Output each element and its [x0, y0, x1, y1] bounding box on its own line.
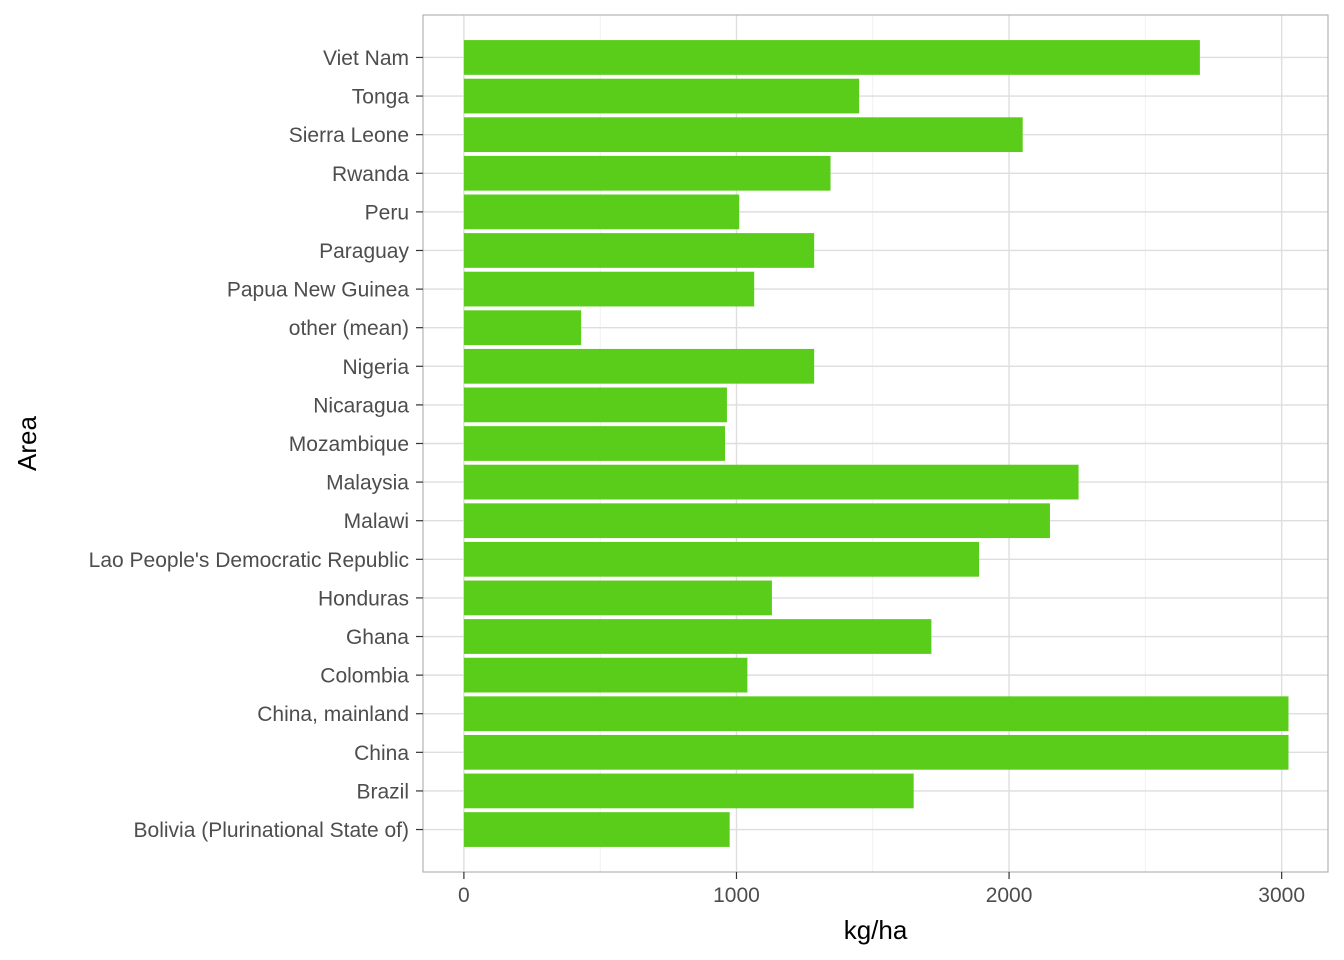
bar — [463, 464, 1079, 500]
bar — [463, 194, 740, 230]
y-tick-label: Rwanda — [332, 163, 409, 186]
bar — [463, 117, 1023, 153]
x-tick-label: 1000 — [713, 884, 760, 907]
y-tick-label: Honduras — [318, 587, 409, 610]
bar — [463, 734, 1289, 770]
bar — [463, 503, 1050, 539]
x-axis: 0 1000 2000 3000 — [458, 872, 1305, 907]
y-axis: Viet Nam Tonga Sierra Leone Rwanda Peru Parag… — [89, 47, 423, 842]
bar — [463, 696, 1289, 732]
bar — [463, 310, 582, 346]
x-axis-title: kg/ha — [844, 915, 908, 945]
bar — [463, 155, 831, 191]
bar — [463, 78, 860, 114]
bars — [463, 40, 1289, 847]
y-tick-label: China, mainland — [257, 703, 409, 726]
bar — [463, 387, 727, 423]
y-tick-label: Nicaragua — [313, 394, 409, 417]
bar — [463, 580, 772, 616]
y-tick-label: Papua New Guinea — [227, 279, 409, 302]
bar — [463, 812, 730, 847]
y-tick-label: Malawi — [344, 510, 409, 533]
y-tick-label: Viet Nam — [323, 47, 409, 70]
y-tick-label: Paraguay — [319, 240, 409, 263]
x-tick-label: 2000 — [986, 884, 1033, 907]
bar — [463, 40, 1200, 75]
bar — [463, 233, 815, 268]
y-tick-label: Peru — [365, 201, 409, 224]
bar — [463, 773, 914, 809]
y-tick-label: Malaysia — [326, 472, 409, 495]
y-tick-label: Ghana — [346, 626, 409, 649]
y-tick-label: other (mean) — [289, 317, 409, 340]
bar — [463, 541, 980, 577]
bar — [463, 657, 748, 693]
x-tick-label: 0 — [458, 884, 470, 907]
y-tick-label: Bolivia (Plurinational State of) — [134, 819, 409, 842]
bar — [463, 348, 815, 384]
x-tick-label: 3000 — [1258, 884, 1305, 907]
bar — [463, 271, 755, 307]
y-tick-label: Brazil — [356, 780, 409, 803]
bar — [463, 426, 726, 461]
y-tick-label: Lao People's Democratic Republic — [89, 549, 409, 572]
bar — [463, 619, 932, 654]
y-tick-label: Nigeria — [342, 356, 409, 379]
y-axis-title: Area — [12, 416, 42, 471]
y-tick-label: China — [354, 742, 409, 765]
y-tick-label: Colombia — [320, 665, 409, 688]
y-tick-label: Tonga — [352, 86, 410, 109]
y-tick-label: Sierra Leone — [289, 124, 409, 147]
y-tick-label: Mozambique — [289, 433, 409, 456]
